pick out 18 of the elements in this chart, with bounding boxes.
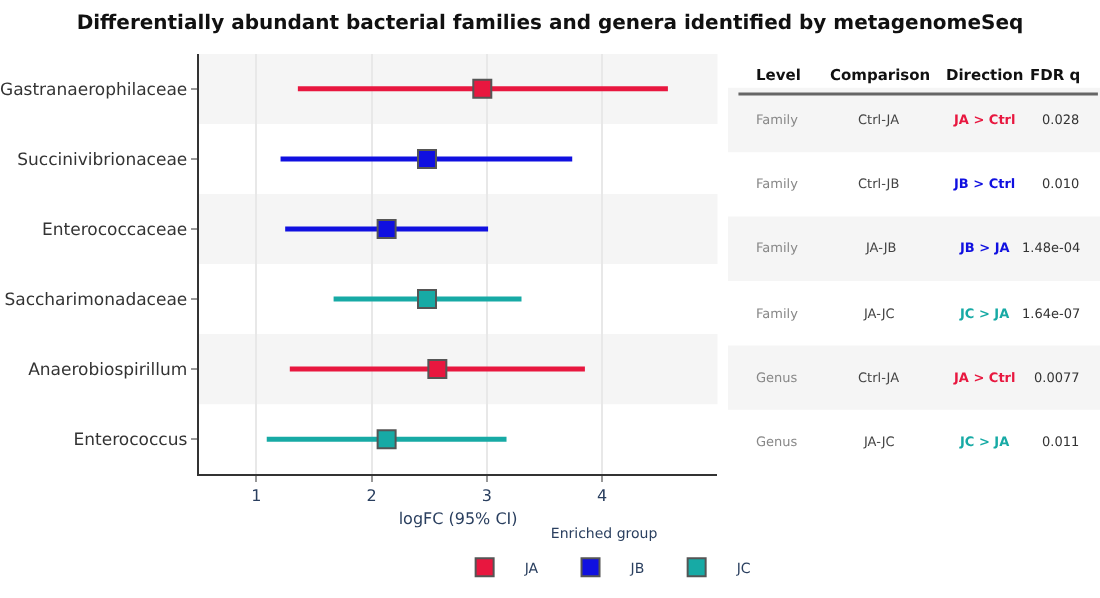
point (376, 429, 397, 450)
y-tick-label: Succinivibrionaceae (17, 150, 188, 171)
point (427, 359, 448, 380)
y-tick-label: Saccharimonadaceae (4, 290, 188, 311)
point (472, 78, 493, 99)
y-tick-label: Enterococcaceae (42, 220, 188, 241)
x-tick-label: 3 (481, 487, 493, 506)
y-tick-label: Enterococcus (73, 431, 189, 452)
x-tick-label: 1 (251, 487, 262, 506)
point (416, 289, 437, 310)
point (416, 148, 437, 169)
chart-title: Differentially abundant bacterial families and genera identified by metagenomeSeq (76, 12, 1024, 35)
x-tick-label: 4 (597, 487, 608, 506)
point (376, 218, 397, 239)
x-tick-label: 2 (366, 487, 377, 506)
x-axis-title: logFC (95% CI) (398, 509, 518, 528)
y-tick-label: Gastranaerophilaceae (0, 80, 188, 101)
y-tick-label: Anaerobiospirillum (28, 361, 188, 382)
